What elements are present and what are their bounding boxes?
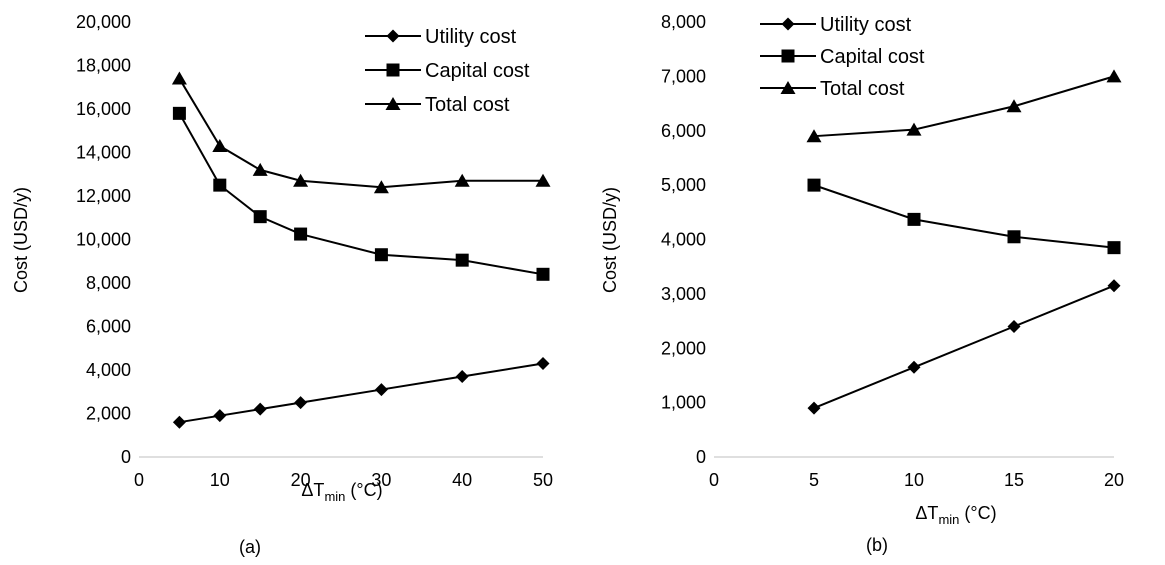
y-tick-label: 8,000 — [86, 273, 131, 293]
y-axis-label: Cost (USD/y) — [600, 187, 620, 293]
x-tick-label: 0 — [709, 470, 719, 490]
data-point-diamond — [294, 396, 308, 410]
y-tick-label: 1,000 — [661, 393, 706, 413]
y-tick-label: 2,000 — [661, 338, 706, 358]
y-tick-label: 8,000 — [661, 12, 706, 32]
x-tick-label: 50 — [533, 470, 553, 490]
data-point-square — [213, 178, 227, 192]
chart-b: 0 1,000 2,000 3,000 4,000 5,000 6,000 7,000 8,00… — [600, 12, 1124, 555]
legend-marker-triangle — [780, 81, 796, 94]
data-point-triangle — [252, 162, 268, 176]
data-point-square — [807, 178, 821, 192]
y-axis-label: Cost (USD/y) — [11, 187, 31, 293]
data-point-diamond — [455, 370, 469, 384]
x-tick-label: 0 — [134, 470, 144, 490]
data-point-square — [907, 212, 921, 226]
x-axis-label: ΔTmin (°C) — [301, 480, 382, 504]
series-line-triangle — [813, 75, 1115, 138]
x-tick-label: 15 — [1004, 470, 1024, 490]
legend-label: Utility cost — [820, 14, 912, 36]
chart-a: 0 2,000 4,000 6,000 8,000 10,000 12,000 14,000 1… — [11, 12, 553, 557]
data-point-diamond — [807, 401, 821, 415]
y-tick-label: 3,000 — [661, 284, 706, 304]
x-tick-label: 20 — [1104, 470, 1124, 490]
y-tick-label: 0 — [696, 447, 706, 467]
y-tick-label: 18,000 — [76, 56, 131, 76]
legend-label: Total cost — [425, 94, 510, 116]
data-point-diamond — [172, 415, 186, 429]
data-point-triangle — [454, 173, 470, 187]
y-tick-label: 6,000 — [86, 317, 131, 337]
legend-label: Capital cost — [820, 46, 925, 68]
x-tick-label: 10 — [210, 470, 230, 490]
x-tick-label: 40 — [452, 470, 472, 490]
x-axis-label-sub: min — [324, 489, 345, 504]
series-line-diamond — [813, 284, 1115, 409]
data-point-triangle — [212, 138, 228, 152]
data-point-diamond — [1007, 320, 1021, 333]
data-point-square — [1007, 230, 1021, 244]
x-axis-label-unit: (°C) — [959, 503, 996, 523]
data-point-diamond — [253, 402, 267, 416]
x-tick-label: 5 — [809, 470, 819, 490]
x-tick-label: 30 — [371, 470, 391, 490]
data-point-triangle — [906, 122, 922, 136]
panel-label: (b) — [866, 535, 888, 555]
y-tick-label: 2,000 — [86, 404, 131, 424]
y-tick-label: 7,000 — [661, 66, 706, 86]
x-tick-label: 10 — [904, 470, 924, 490]
legend-marker-square — [781, 49, 795, 63]
legend-marker-square — [386, 63, 400, 77]
series-line-square — [813, 184, 1115, 249]
data-point-triangle — [373, 180, 389, 194]
data-point-square — [294, 227, 308, 241]
y-tick-label: 10,000 — [76, 230, 131, 250]
legend-marker-diamond — [781, 17, 795, 31]
data-point-triangle — [806, 129, 822, 143]
y-tick-label: 0 — [121, 447, 131, 467]
panel-label: (a) — [239, 537, 261, 557]
x-axis-label-main: ΔT — [301, 480, 324, 500]
data-point-triangle — [1106, 69, 1122, 83]
x-axis-label-sub: min — [938, 512, 959, 527]
data-point-square — [253, 210, 267, 224]
data-point-triangle — [293, 173, 309, 187]
data-point-diamond — [1107, 279, 1121, 293]
data-point-diamond — [907, 360, 921, 374]
y-tick-label: 20,000 — [76, 12, 131, 32]
legend-label: Utility cost — [425, 26, 517, 48]
legend-marker-diamond — [386, 29, 400, 43]
y-tick-label: 12,000 — [76, 186, 131, 206]
data-point-square — [536, 267, 550, 281]
x-tick-label: 20 — [291, 470, 311, 490]
data-point-square — [172, 106, 186, 120]
legend-label: Capital cost — [425, 60, 530, 82]
series-line-diamond — [179, 362, 544, 424]
data-point-diamond — [374, 383, 388, 397]
x-axis-label: ΔTmin (°C) — [915, 503, 996, 527]
data-point-triangle — [535, 173, 551, 187]
y-tick-label: 5,000 — [661, 175, 706, 195]
y-tick-label: 14,000 — [76, 143, 131, 163]
x-axis-label-unit: (°C) — [345, 480, 382, 500]
data-point-diamond — [213, 409, 227, 423]
data-point-diamond — [536, 356, 550, 370]
series-line-square — [178, 112, 544, 276]
legend-marker-triangle — [385, 97, 401, 110]
data-point-square — [455, 253, 469, 267]
y-tick-label: 4,000 — [86, 360, 131, 380]
x-axis-label-main: ΔT — [915, 503, 938, 523]
data-point-square — [1107, 241, 1121, 255]
y-tick-label: 4,000 — [661, 230, 706, 250]
data-point-square — [374, 248, 388, 262]
data-point-triangle — [171, 71, 187, 85]
y-tick-label: 16,000 — [76, 99, 131, 119]
data-point-triangle — [1006, 99, 1022, 113]
legend-label: Total cost — [820, 78, 905, 100]
y-tick-label: 6,000 — [661, 121, 706, 141]
